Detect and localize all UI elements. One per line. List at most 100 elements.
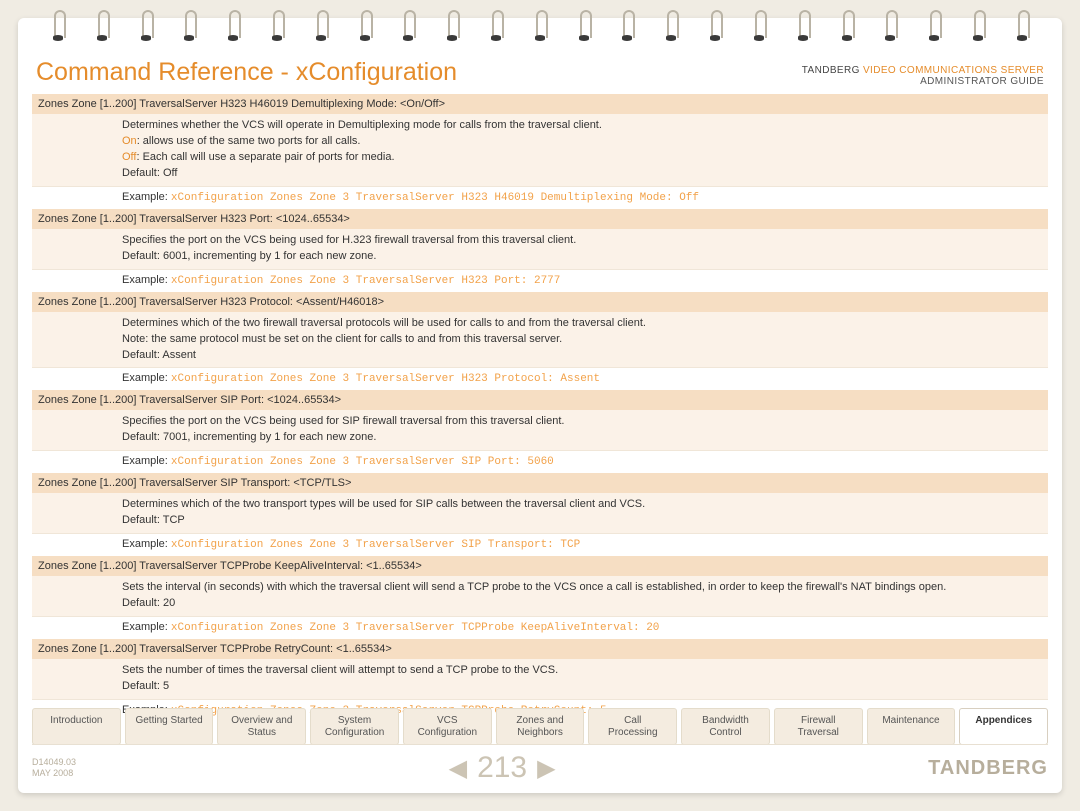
section-body-row: Determines which of the two transport ty… bbox=[32, 493, 1048, 533]
docdate-text: MAY 2008 bbox=[32, 768, 73, 778]
section-body-row: Sets the interval (in seconds) with whic… bbox=[32, 576, 1048, 616]
section-title: Zones Zone [1..200] TraversalServer H323… bbox=[32, 208, 1048, 229]
section-title: Zones Zone [1..200] TraversalServer H323… bbox=[32, 94, 1048, 115]
section-example: Example: xConfiguration Zones Zone 3 Tra… bbox=[32, 617, 1048, 639]
content-area: Command Reference - xConfiguration TANDB… bbox=[18, 58, 1062, 721]
example-code: xConfiguration Zones Zone 3 TraversalSer… bbox=[171, 622, 659, 634]
tab-system-configuration[interactable]: SystemConfiguration bbox=[310, 708, 399, 745]
section-body: Specifies the port on the VCS being used… bbox=[32, 410, 1048, 450]
example-label: Example: bbox=[122, 455, 171, 467]
tab-bandwidth-control[interactable]: BandwidthControl bbox=[681, 708, 770, 745]
section-example: Example: xConfiguration Zones Zone 3 Tra… bbox=[32, 451, 1048, 473]
page-number: 213 bbox=[477, 751, 527, 785]
example-code: xConfiguration Zones Zone 3 TraversalSer… bbox=[171, 456, 554, 468]
section-title: Zones Zone [1..200] TraversalServer TCPP… bbox=[32, 556, 1048, 577]
binding-ring bbox=[136, 10, 156, 44]
page-footer: D14049.03 MAY 2008 ◀ 213 ▶ TANDBERG bbox=[32, 744, 1048, 785]
section-title: Zones Zone [1..200] TraversalServer H323… bbox=[32, 291, 1048, 312]
binding-ring bbox=[223, 10, 243, 44]
binding-ring bbox=[749, 10, 769, 44]
binding-ring bbox=[267, 10, 287, 44]
section-example-row: Example: xConfiguration Zones Zone 3 Tra… bbox=[32, 269, 1048, 291]
section-example: Example: xConfiguration Zones Zone 3 Tra… bbox=[32, 368, 1048, 390]
section-example-row: Example: xConfiguration Zones Zone 3 Tra… bbox=[32, 368, 1048, 390]
section-body: Determines which of the two transport ty… bbox=[32, 493, 1048, 533]
example-label: Example: bbox=[122, 621, 171, 633]
tab-appendices[interactable]: Appendices bbox=[959, 708, 1048, 745]
binding-ring bbox=[661, 10, 681, 44]
binding-ring bbox=[968, 10, 988, 44]
binding-ring bbox=[311, 10, 331, 44]
page-title: Command Reference - xConfiguration bbox=[36, 58, 457, 87]
section-title: Zones Zone [1..200] TraversalServer SIP … bbox=[32, 473, 1048, 494]
binding-ring bbox=[486, 10, 506, 44]
section-header-row: Zones Zone [1..200] TraversalServer TCPP… bbox=[32, 639, 1048, 660]
example-code: xConfiguration Zones Zone 3 TraversalSer… bbox=[171, 275, 560, 287]
binding-ring bbox=[705, 10, 725, 44]
header-row: Command Reference - xConfiguration TANDB… bbox=[32, 58, 1048, 93]
docnum-text: D14049.03 bbox=[32, 757, 76, 767]
section-body: Determines which of the two firewall tra… bbox=[32, 312, 1048, 368]
doc-number: D14049.03 MAY 2008 bbox=[32, 757, 76, 779]
section-body-row: Determines whether the VCS will operate … bbox=[32, 114, 1048, 186]
next-page-icon[interactable]: ▶ bbox=[537, 754, 555, 783]
binding-ring bbox=[398, 10, 418, 44]
nav-tabs: IntroductionGetting StartedOverview andS… bbox=[32, 708, 1048, 745]
guide-label: ADMINISTRATOR GUIDE bbox=[920, 76, 1044, 87]
binding-ring bbox=[48, 10, 68, 44]
brand-logo: TANDBERG bbox=[928, 757, 1048, 780]
tab-overview-and-status[interactable]: Overview andStatus bbox=[217, 708, 306, 745]
section-title: Zones Zone [1..200] TraversalServer TCPP… bbox=[32, 639, 1048, 660]
section-example-row: Example: xConfiguration Zones Zone 3 Tra… bbox=[32, 617, 1048, 639]
binding-ring bbox=[355, 10, 375, 44]
binding-ring bbox=[1012, 10, 1032, 44]
tab-maintenance[interactable]: Maintenance bbox=[867, 708, 956, 745]
example-label: Example: bbox=[122, 274, 171, 286]
section-body: Specifies the port on the VCS being used… bbox=[32, 229, 1048, 269]
binding-ring bbox=[92, 10, 112, 44]
header-right: TANDBERG VIDEO COMMUNICATIONS SERVER ADM… bbox=[802, 65, 1044, 87]
section-header-row: Zones Zone [1..200] TraversalServer SIP … bbox=[32, 390, 1048, 411]
section-body-row: Sets the number of times the traversal c… bbox=[32, 659, 1048, 699]
tab-firewall-traversal[interactable]: FirewallTraversal bbox=[774, 708, 863, 745]
section-body-row: Specifies the port on the VCS being used… bbox=[32, 410, 1048, 450]
binding-ring bbox=[837, 10, 857, 44]
binding-ring bbox=[617, 10, 637, 44]
section-body: Sets the interval (in seconds) with whic… bbox=[32, 576, 1048, 616]
binding-ring bbox=[530, 10, 550, 44]
section-header-row: Zones Zone [1..200] TraversalServer TCPP… bbox=[32, 556, 1048, 577]
command-table: Zones Zone [1..200] TraversalServer H323… bbox=[32, 93, 1048, 721]
binding-ring bbox=[880, 10, 900, 44]
section-example: Example: xConfiguration Zones Zone 3 Tra… bbox=[32, 534, 1048, 556]
tab-introduction[interactable]: Introduction bbox=[32, 708, 121, 745]
pager: ◀ 213 ▶ bbox=[449, 751, 556, 785]
binding-ring bbox=[924, 10, 944, 44]
example-label: Example: bbox=[122, 191, 171, 203]
tab-zones-and-neighbors[interactable]: Zones andNeighbors bbox=[496, 708, 585, 745]
section-body-row: Specifies the port on the VCS being used… bbox=[32, 229, 1048, 269]
tab-call-processing[interactable]: CallProcessing bbox=[588, 708, 677, 745]
example-code: xConfiguration Zones Zone 3 TraversalSer… bbox=[171, 539, 580, 551]
section-example: Example: xConfiguration Zones Zone 3 Tra… bbox=[32, 269, 1048, 291]
section-body: Determines whether the VCS will operate … bbox=[32, 114, 1048, 186]
section-header-row: Zones Zone [1..200] TraversalServer H323… bbox=[32, 208, 1048, 229]
spiral-binding bbox=[18, 18, 1062, 62]
binding-ring bbox=[179, 10, 199, 44]
section-example-row: Example: xConfiguration Zones Zone 3 Tra… bbox=[32, 451, 1048, 473]
section-title: Zones Zone [1..200] TraversalServer SIP … bbox=[32, 390, 1048, 411]
binding-ring bbox=[574, 10, 594, 44]
section-body: Sets the number of times the traversal c… bbox=[32, 659, 1048, 699]
section-example-row: Example: xConfiguration Zones Zone 3 Tra… bbox=[32, 186, 1048, 208]
tab-getting-started[interactable]: Getting Started bbox=[125, 708, 214, 745]
binding-ring bbox=[442, 10, 462, 44]
prev-page-icon[interactable]: ◀ bbox=[449, 754, 467, 783]
brand-label: TANDBERG bbox=[802, 65, 860, 76]
page-container: Command Reference - xConfiguration TANDB… bbox=[18, 18, 1062, 793]
example-label: Example: bbox=[122, 372, 171, 384]
section-header-row: Zones Zone [1..200] TraversalServer SIP … bbox=[32, 473, 1048, 494]
section-body-row: Determines which of the two firewall tra… bbox=[32, 312, 1048, 368]
section-example-row: Example: xConfiguration Zones Zone 3 Tra… bbox=[32, 534, 1048, 556]
section-header-row: Zones Zone [1..200] TraversalServer H323… bbox=[32, 94, 1048, 115]
tab-vcs-configuration[interactable]: VCSConfiguration bbox=[403, 708, 492, 745]
example-code: xConfiguration Zones Zone 3 TraversalSer… bbox=[171, 192, 699, 204]
